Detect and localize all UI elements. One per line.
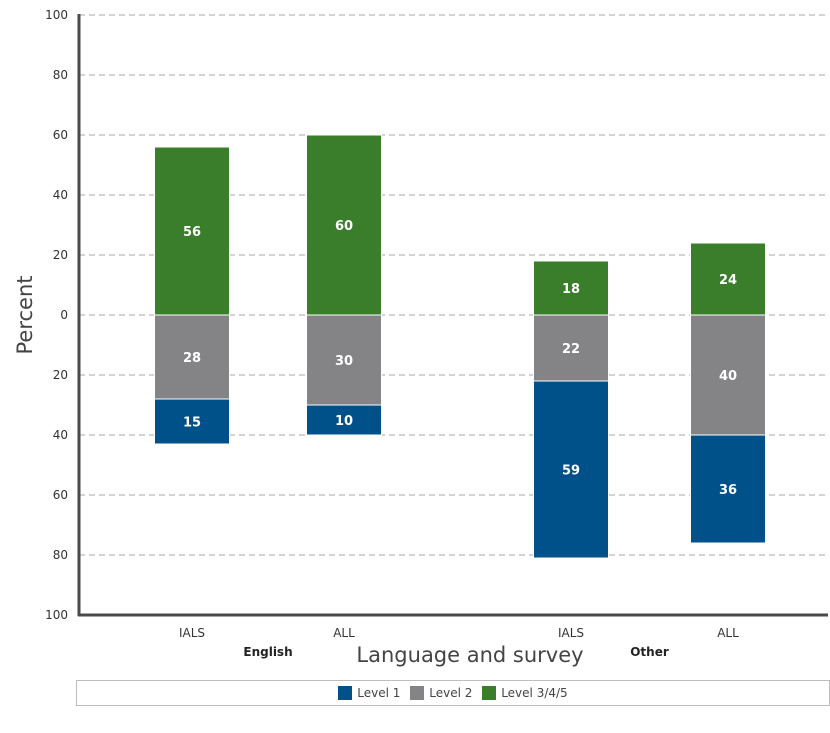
legend-label-level-1: Level 1 bbox=[357, 685, 401, 700]
y-axis-title: Percent bbox=[13, 275, 37, 354]
y-tick-label: 20 bbox=[53, 248, 68, 262]
data-label-level-3-4-5: 24 bbox=[719, 273, 737, 288]
bar-level-1 bbox=[690, 434, 766, 544]
x-category-label: ALL bbox=[717, 626, 739, 640]
data-label-level-2: 28 bbox=[183, 351, 201, 366]
labels: 100 80 60 40 20 0 20 40 60 80 100 28 15 56 IALS 30 10 60 A… bbox=[45, 8, 739, 659]
y-tick-label: 40 bbox=[53, 428, 68, 442]
legend-swatch-level-1 bbox=[338, 685, 353, 700]
x-category-label: IALS bbox=[179, 626, 205, 640]
data-label-level-2: 22 bbox=[562, 342, 580, 357]
y-tick-label: 60 bbox=[53, 128, 68, 142]
legend-items: Level 1 Level 2 Level 3/4/5 bbox=[77, 685, 829, 700]
legend-label-level-2: Level 2 bbox=[429, 685, 473, 700]
y-tick-label: 100 bbox=[45, 608, 68, 622]
bar-level-2 bbox=[306, 314, 382, 406]
chart-svg: 100 80 60 40 20 0 20 40 60 80 100 28 15 56 IALS 30 10 60 A… bbox=[13, 8, 828, 667]
bar-level-1 bbox=[306, 404, 382, 436]
legend-item-level-2: Level 2 bbox=[410, 685, 473, 700]
data-label-level-1: 10 bbox=[335, 414, 353, 429]
legend-label-level-3-4-5: Level 3/4/5 bbox=[501, 685, 568, 700]
data-label-level-3-4-5: 18 bbox=[562, 282, 580, 297]
bar-level-3-4-5 bbox=[690, 242, 766, 316]
y-tick-label: 60 bbox=[53, 488, 68, 502]
y-tick-label: 100 bbox=[45, 8, 68, 22]
data-label-level-1: 15 bbox=[183, 416, 201, 431]
data-label-level-3-4-5: 56 bbox=[183, 225, 201, 240]
data-label-level-1: 59 bbox=[562, 464, 580, 479]
bar-level-2 bbox=[533, 314, 609, 382]
y-tick-label: 80 bbox=[53, 548, 68, 562]
legend: Level 1 Level 2 Level 3/4/5 bbox=[76, 680, 830, 706]
x-category-label: IALS bbox=[558, 626, 584, 640]
x-group-label: English bbox=[243, 645, 292, 659]
bar-level-2 bbox=[690, 314, 766, 436]
legend-item-level-1: Level 1 bbox=[338, 685, 401, 700]
legend-swatch-level-3-4-5 bbox=[482, 685, 497, 700]
bar-level-3-4-5 bbox=[154, 146, 230, 316]
data-label-level-1: 36 bbox=[719, 483, 737, 498]
bar-level-1 bbox=[154, 398, 230, 445]
data-label-level-2: 30 bbox=[335, 354, 353, 369]
bars bbox=[154, 134, 766, 559]
y-tick-label: 80 bbox=[53, 68, 68, 82]
bar-level-3-4-5 bbox=[533, 260, 609, 316]
bar-level-3-4-5 bbox=[306, 134, 382, 316]
y-tick-label: 20 bbox=[53, 368, 68, 382]
legend-item-level-3-4-5: Level 3/4/5 bbox=[482, 685, 568, 700]
x-group-label: Other bbox=[630, 645, 669, 659]
bar-level-1 bbox=[533, 380, 609, 559]
data-label-level-2: 40 bbox=[719, 369, 737, 384]
y-tick-label: 0 bbox=[60, 308, 68, 322]
axes bbox=[77, 14, 828, 617]
data-label-level-3-4-5: 60 bbox=[335, 219, 353, 234]
x-category-label: ALL bbox=[333, 626, 355, 640]
legend-swatch-level-2 bbox=[410, 685, 425, 700]
y-tick-label: 40 bbox=[53, 188, 68, 202]
x-axis-title: Language and survey bbox=[356, 643, 583, 667]
